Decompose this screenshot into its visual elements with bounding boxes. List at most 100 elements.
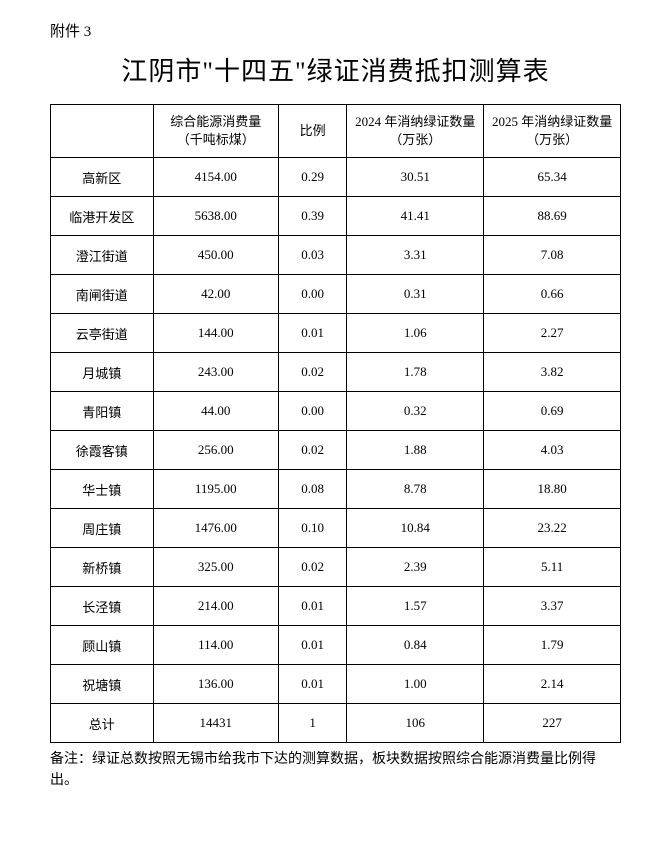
table-row: 临港开发区5638.000.3941.4188.69: [51, 197, 621, 236]
table-row: 月城镇243.000.021.783.82: [51, 353, 621, 392]
cell-region: 澄江街道: [51, 236, 154, 275]
cell-energy: 256.00: [153, 431, 278, 470]
cell-2024: 1.57: [347, 587, 484, 626]
cell-ratio: 0.08: [278, 470, 346, 509]
cell-2024: 0.32: [347, 392, 484, 431]
cell-2024: 1.06: [347, 314, 484, 353]
cell-2025: 88.69: [484, 197, 621, 236]
cell-region: 长泾镇: [51, 587, 154, 626]
cell-ratio: 0.01: [278, 665, 346, 704]
cell-region: 周庄镇: [51, 509, 154, 548]
cell-region: 青阳镇: [51, 392, 154, 431]
appendix-label: 附件 3: [50, 20, 621, 41]
cell-region: 临港开发区: [51, 197, 154, 236]
cell-energy: 450.00: [153, 236, 278, 275]
cell-region: 南闸街道: [51, 275, 154, 314]
cell-2024: 30.51: [347, 158, 484, 197]
cell-region: 华士镇: [51, 470, 154, 509]
header-2024: 2024 年消纳绿证数量（万张）: [347, 105, 484, 158]
cell-ratio: 0.39: [278, 197, 346, 236]
table-row: 青阳镇44.000.000.320.69: [51, 392, 621, 431]
cell-energy: 136.00: [153, 665, 278, 704]
cell-2025: 0.66: [484, 275, 621, 314]
cell-2024: 8.78: [347, 470, 484, 509]
cell-region: 祝塘镇: [51, 665, 154, 704]
cell-2025: 1.79: [484, 626, 621, 665]
cell-2024: 41.41: [347, 197, 484, 236]
cell-2025: 2.27: [484, 314, 621, 353]
table-row: 新桥镇325.000.022.395.11: [51, 548, 621, 587]
cell-ratio: 0.29: [278, 158, 346, 197]
cell-ratio: 0.02: [278, 548, 346, 587]
cell-2025: 65.34: [484, 158, 621, 197]
cell-2025: 7.08: [484, 236, 621, 275]
cell-2025: 23.22: [484, 509, 621, 548]
cell-ratio: 0.03: [278, 236, 346, 275]
header-2025: 2025 年消纳绿证数量（万张）: [484, 105, 621, 158]
cell-ratio: 0.01: [278, 314, 346, 353]
data-table: 综合能源消费量（千吨标煤） 比例 2024 年消纳绿证数量（万张） 2025 年…: [50, 104, 621, 743]
cell-2025: 5.11: [484, 548, 621, 587]
table-row: 高新区4154.000.2930.5165.34: [51, 158, 621, 197]
table-row: 南闸街道42.000.000.310.66: [51, 275, 621, 314]
cell-ratio: 0.10: [278, 509, 346, 548]
cell-energy: 5638.00: [153, 197, 278, 236]
cell-energy: 144.00: [153, 314, 278, 353]
cell-energy: 214.00: [153, 587, 278, 626]
table-row: 周庄镇1476.000.1010.8423.22: [51, 509, 621, 548]
cell-region: 顾山镇: [51, 626, 154, 665]
table-row: 澄江街道450.000.033.317.08: [51, 236, 621, 275]
cell-energy: 4154.00: [153, 158, 278, 197]
cell-energy: 42.00: [153, 275, 278, 314]
footnote: 备注：绿证总数按照无锡市给我市下达的测算数据，板块数据按照综合能源消费量比例得出…: [50, 749, 621, 791]
cell-region: 徐霞客镇: [51, 431, 154, 470]
cell-2025: 3.82: [484, 353, 621, 392]
cell-2024: 0.31: [347, 275, 484, 314]
cell-energy: 1476.00: [153, 509, 278, 548]
cell-2024: 2.39: [347, 548, 484, 587]
cell-2025: 2.14: [484, 665, 621, 704]
cell-energy: 14431: [153, 704, 278, 743]
cell-energy: 325.00: [153, 548, 278, 587]
cell-energy: 44.00: [153, 392, 278, 431]
cell-2024: 1.78: [347, 353, 484, 392]
table-row: 云亭街道144.000.011.062.27: [51, 314, 621, 353]
cell-ratio: 0.00: [278, 392, 346, 431]
table-row: 顾山镇114.000.010.841.79: [51, 626, 621, 665]
cell-region: 高新区: [51, 158, 154, 197]
table-row: 华士镇1195.000.088.7818.80: [51, 470, 621, 509]
header-region: [51, 105, 154, 158]
cell-region: 新桥镇: [51, 548, 154, 587]
table-row: 长泾镇214.000.011.573.37: [51, 587, 621, 626]
cell-energy: 243.00: [153, 353, 278, 392]
cell-2024: 1.88: [347, 431, 484, 470]
header-energy: 综合能源消费量（千吨标煤）: [153, 105, 278, 158]
cell-ratio: 0.02: [278, 431, 346, 470]
table-row: 总计144311106227: [51, 704, 621, 743]
cell-2024: 3.31: [347, 236, 484, 275]
cell-region: 总计: [51, 704, 154, 743]
table-body: 高新区4154.000.2930.5165.34临港开发区5638.000.39…: [51, 158, 621, 743]
cell-2025: 227: [484, 704, 621, 743]
cell-2025: 18.80: [484, 470, 621, 509]
cell-2024: 0.84: [347, 626, 484, 665]
cell-2025: 4.03: [484, 431, 621, 470]
page-title: 江阴市"十四五"绿证消费抵扣测算表: [50, 51, 621, 88]
cell-2025: 3.37: [484, 587, 621, 626]
cell-2024: 106: [347, 704, 484, 743]
cell-2024: 1.00: [347, 665, 484, 704]
table-header-row: 综合能源消费量（千吨标煤） 比例 2024 年消纳绿证数量（万张） 2025 年…: [51, 105, 621, 158]
cell-ratio: 1: [278, 704, 346, 743]
cell-ratio: 0.00: [278, 275, 346, 314]
cell-ratio: 0.01: [278, 587, 346, 626]
table-row: 祝塘镇136.000.011.002.14: [51, 665, 621, 704]
cell-2024: 10.84: [347, 509, 484, 548]
cell-energy: 1195.00: [153, 470, 278, 509]
cell-2025: 0.69: [484, 392, 621, 431]
cell-region: 云亭街道: [51, 314, 154, 353]
header-ratio: 比例: [278, 105, 346, 158]
table-row: 徐霞客镇256.000.021.884.03: [51, 431, 621, 470]
cell-energy: 114.00: [153, 626, 278, 665]
cell-ratio: 0.01: [278, 626, 346, 665]
cell-ratio: 0.02: [278, 353, 346, 392]
